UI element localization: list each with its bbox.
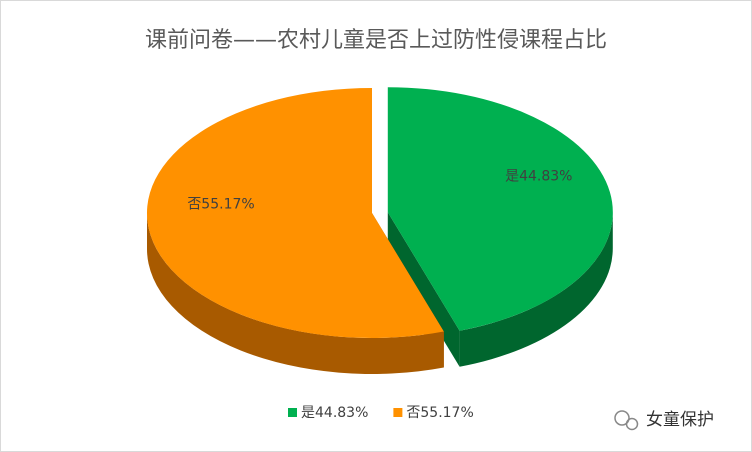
watermark-icon (614, 410, 630, 426)
pie-slice (387, 87, 613, 331)
pie-slice (146, 88, 444, 338)
chart-title: 课前问卷——农村儿童是否上过防性侵课程占比 (145, 28, 607, 53)
legend-swatch (393, 408, 403, 417)
slice-side (459, 212, 613, 367)
pie-tops: 是44.83% 否55.17% (146, 87, 613, 338)
legend-swatch (288, 408, 297, 417)
watermark-text: 女童保护 (646, 410, 714, 430)
legend-label: 是44.83% (301, 405, 368, 421)
data-label: 否55.17% (187, 197, 254, 213)
slice-side (147, 213, 444, 374)
legend-label: 否55.17% (406, 405, 473, 421)
data-label: 是44.83% (505, 168, 572, 184)
watermark: 女童保护 (614, 410, 714, 431)
watermark-icon (625, 417, 639, 431)
